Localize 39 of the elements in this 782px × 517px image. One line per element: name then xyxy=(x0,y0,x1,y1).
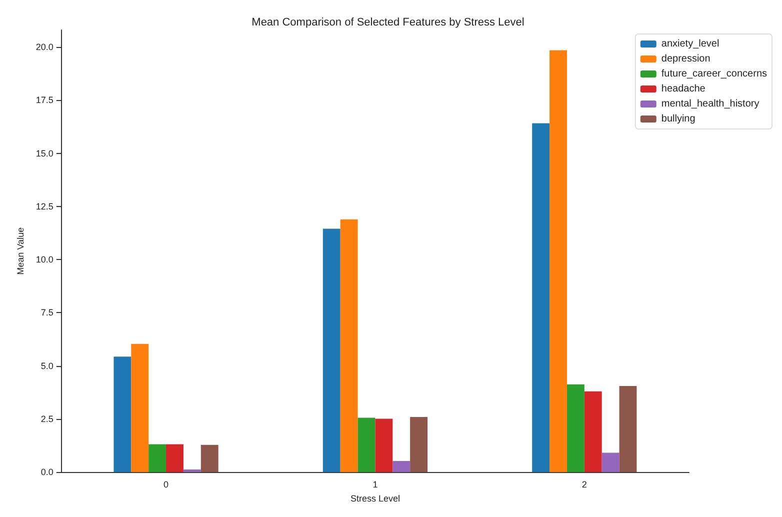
legend-label: future_career_concerns xyxy=(661,68,768,80)
bar xyxy=(340,219,358,472)
bar xyxy=(148,444,166,472)
bar xyxy=(114,356,132,472)
chart-title: Mean Comparison of Selected Features by Stress Level xyxy=(252,16,524,28)
bar xyxy=(322,228,340,472)
bar xyxy=(602,452,620,472)
x-tick-label: 1 xyxy=(372,480,378,490)
y-tick-label: 5.0 xyxy=(40,360,54,371)
bar xyxy=(410,417,428,472)
bar xyxy=(200,444,218,472)
x-axis-title: Stress Level xyxy=(350,494,400,504)
legend-label: bullying xyxy=(661,114,696,124)
y-tick-label: 2.5 xyxy=(40,414,54,424)
bar xyxy=(358,418,376,472)
bar xyxy=(532,123,550,472)
bar xyxy=(392,461,410,472)
bar xyxy=(550,50,567,472)
y-axis-title: Mean Value xyxy=(16,227,26,275)
bar xyxy=(619,386,637,472)
y-tick-label: 7.5 xyxy=(40,308,54,318)
legend-label: depression xyxy=(661,54,710,64)
legend-label: mental_health_history xyxy=(661,98,760,110)
bar xyxy=(584,391,602,472)
bar xyxy=(566,384,584,472)
bar xyxy=(131,344,149,472)
bar xyxy=(166,444,184,472)
x-tick-label: 2 xyxy=(582,480,587,490)
y-tick-label: 12.5 xyxy=(36,201,54,212)
y-tick-label: 20.0 xyxy=(36,42,54,52)
y-tick-label: 15.0 xyxy=(36,148,54,158)
legend-label: headache xyxy=(661,84,706,94)
bar xyxy=(183,470,201,472)
bar xyxy=(375,418,393,472)
legend-label: anxiety_level xyxy=(661,38,720,50)
y-tick-label: 0.0 xyxy=(40,467,54,478)
y-tick-label: 10.0 xyxy=(36,254,54,265)
x-tick-label: 0 xyxy=(164,480,169,490)
y-tick-label: 17.5 xyxy=(36,95,54,106)
